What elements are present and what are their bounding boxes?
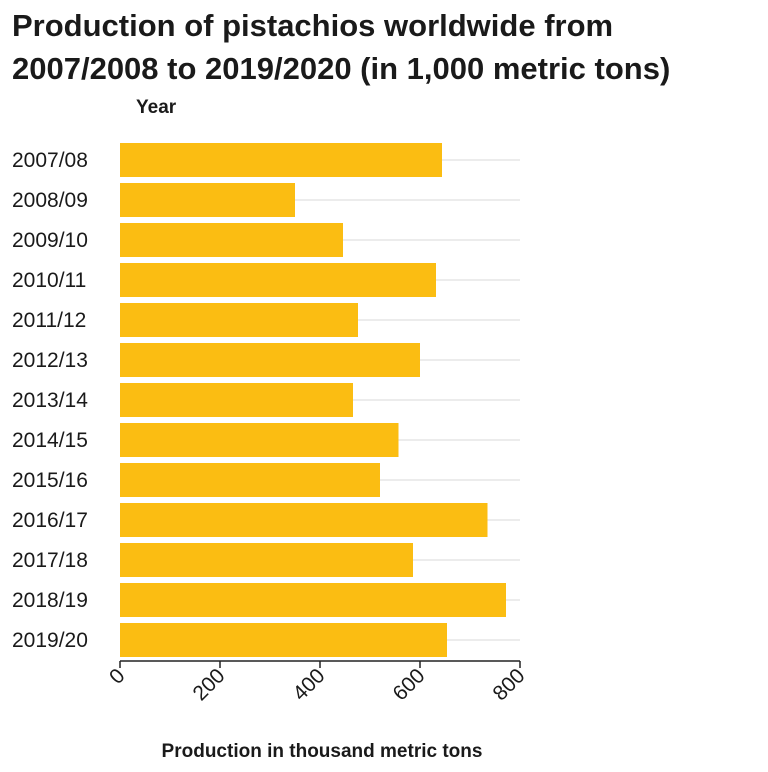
bar-2010-11 — [120, 263, 436, 297]
bars — [120, 143, 506, 657]
category-label: 2016/17 — [12, 509, 88, 532]
category-label: 2012/13 — [12, 349, 88, 372]
category-label: 2010/11 — [12, 269, 86, 292]
x-tick-label: 0 — [105, 664, 130, 689]
category-label: 2014/15 — [12, 429, 88, 452]
bar-2009-10 — [120, 223, 343, 257]
bar-2018-19 — [120, 583, 506, 617]
bar-2015-16 — [120, 463, 380, 497]
bar-2007-08 — [120, 143, 442, 177]
category-label: 2019/20 — [12, 629, 88, 652]
category-label: 2007/08 — [12, 149, 88, 172]
category-label: 2017/18 — [12, 549, 88, 572]
bar-2016-17 — [120, 503, 488, 537]
x-tick-label: 800 — [488, 664, 529, 705]
bar-2008-09 — [120, 183, 295, 217]
x-axis-label: Production in thousand metric tons — [162, 741, 483, 762]
category-label: 2015/16 — [12, 469, 88, 492]
bar-2014-15 — [120, 423, 399, 457]
category-label: 2009/10 — [12, 229, 88, 252]
x-tick-label: 600 — [388, 664, 429, 705]
bar-2012-13 — [120, 343, 420, 377]
bar-2019-20 — [120, 623, 447, 657]
category-label: 2018/19 — [12, 589, 88, 612]
category-label: 2008/09 — [12, 189, 88, 212]
bar-2017-18 — [120, 543, 413, 577]
y-axis-label: Year — [136, 97, 177, 118]
category-labels: 2007/08 2008/09 2009/10 2010/11 2011/12 2012/… — [12, 149, 88, 652]
chart-title: Production of pistachios worldwide from … — [12, 8, 671, 86]
bar-2011-12 — [120, 303, 358, 337]
bar-2013-14 — [120, 383, 353, 417]
x-tick-label: 400 — [288, 664, 329, 705]
category-label: 2013/14 — [12, 389, 88, 412]
category-label: 2011/12 — [12, 309, 86, 332]
x-ticks: 0 200 400 600 800 — [105, 661, 530, 705]
x-tick-label: 200 — [188, 664, 229, 705]
